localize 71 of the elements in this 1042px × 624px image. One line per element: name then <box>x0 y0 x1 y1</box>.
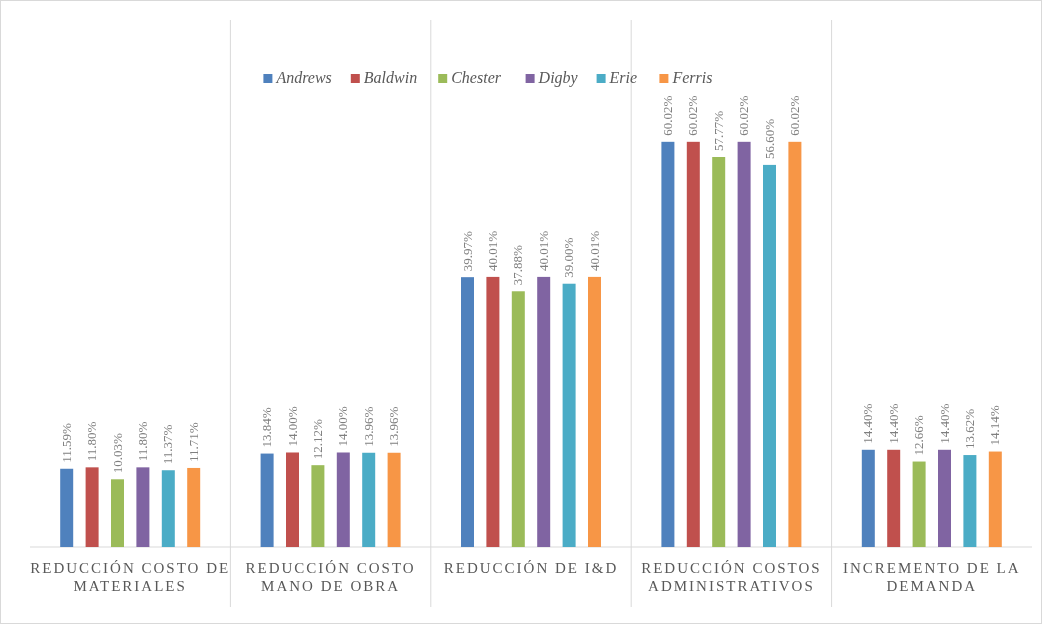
bar <box>788 141 802 547</box>
data-label: 14.40% <box>885 403 901 444</box>
data-label: 40.01% <box>484 230 500 271</box>
bar <box>362 452 376 547</box>
bar <box>887 449 901 547</box>
bar <box>111 479 124 547</box>
data-label: 56.60% <box>761 118 777 159</box>
data-label: 10.03% <box>109 433 125 474</box>
data-label: 14.14% <box>987 405 1003 446</box>
data-label: 40.01% <box>586 230 602 271</box>
bar <box>963 455 977 547</box>
legend-label: Ferris <box>671 69 713 86</box>
legend-label: Erie <box>608 69 638 86</box>
data-label: 12.66% <box>911 415 927 456</box>
data-label: 40.01% <box>535 230 551 271</box>
data-label: 11.37% <box>160 424 176 465</box>
data-label: 14.00% <box>335 406 351 447</box>
legend-label: Andrews <box>275 69 332 86</box>
bar <box>511 291 525 547</box>
legend-label: Baldwin <box>363 69 418 86</box>
data-label: 14.40% <box>860 403 876 444</box>
data-label: 39.97% <box>459 230 475 272</box>
bar <box>861 449 875 547</box>
bar <box>60 468 74 547</box>
data-label: 60.02% <box>685 95 701 136</box>
bar <box>537 276 551 547</box>
bar <box>461 277 474 547</box>
data-label: 60.02% <box>659 95 675 136</box>
data-label: 60.02% <box>736 95 752 136</box>
data-label: 12.12% <box>309 418 325 460</box>
bar <box>912 461 926 547</box>
bar <box>161 470 175 547</box>
x-tick-label: REDUCCIÓN DE I&D <box>443 560 619 576</box>
data-label: 13.96% <box>386 406 402 447</box>
data-label: 39.00% <box>561 237 577 278</box>
x-tick-label: REDUCCIÓN COSTOS ADMINISTRATIVOS <box>641 560 822 594</box>
data-label: 11.80% <box>134 421 150 462</box>
bar <box>85 467 99 547</box>
bar <box>686 141 700 547</box>
data-label: 11.59% <box>58 422 74 463</box>
bar <box>311 465 325 547</box>
data-label: 14.40% <box>936 403 952 444</box>
bar <box>763 164 776 547</box>
data-label: 57.77% <box>710 110 726 152</box>
bar <box>336 452 350 547</box>
data-label: 11.71% <box>185 422 201 462</box>
x-tick-label: REDUCCIÓN COSTO MANO DE OBRA <box>245 560 416 594</box>
bar <box>737 141 751 547</box>
bar <box>286 452 299 547</box>
bar <box>187 467 201 547</box>
x-tick-label: REDUCCIÓN COSTO DE MATERIALES <box>30 560 231 594</box>
bar <box>486 276 500 547</box>
data-label: 37.88% <box>510 245 526 286</box>
data-label: 60.02% <box>786 95 802 136</box>
bar <box>136 467 150 547</box>
legend-label: Digby <box>537 69 579 87</box>
data-label: 14.00% <box>284 406 300 447</box>
data-label: 13.62% <box>961 408 977 450</box>
data-label: 13.96% <box>360 406 376 447</box>
bar <box>938 449 951 547</box>
bar <box>588 276 601 547</box>
bar <box>661 141 675 547</box>
legend-label: Chester <box>451 69 502 86</box>
bar <box>562 283 576 547</box>
bar <box>988 451 1002 547</box>
data-label: 13.84% <box>259 407 275 448</box>
bar <box>387 452 401 547</box>
x-tick-label: INCREMENTO DE LA DEMANDA <box>843 560 1021 594</box>
data-label: 11.80% <box>84 421 100 462</box>
bar <box>712 157 726 547</box>
bar <box>260 453 274 547</box>
